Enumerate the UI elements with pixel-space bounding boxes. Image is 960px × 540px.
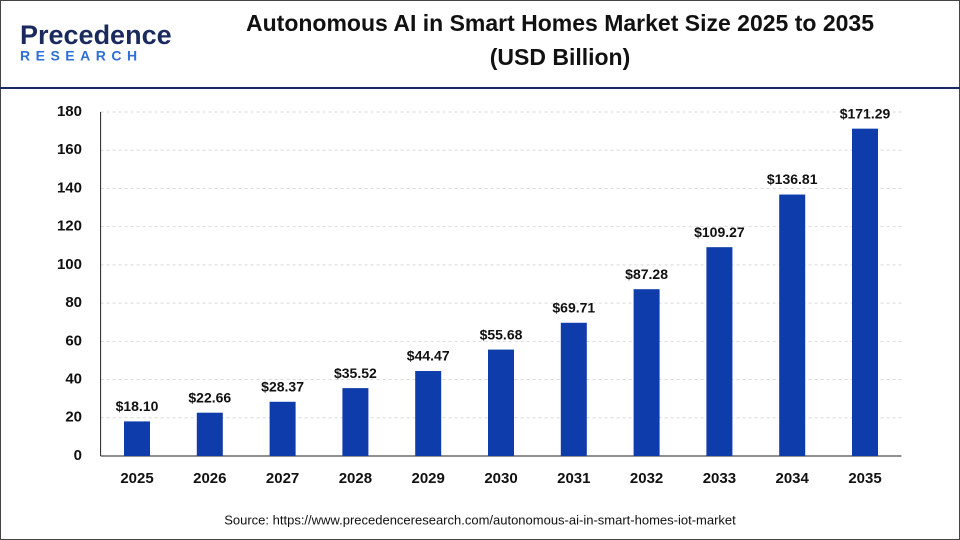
y-tick-label: 140 (57, 179, 82, 196)
bar (488, 349, 514, 456)
bar (633, 289, 660, 456)
y-tick-label: 20 (65, 409, 82, 426)
value-label: $69.71 (552, 299, 595, 315)
y-tick-label: 100 (57, 256, 82, 273)
x-tick-label: 2033 (703, 470, 736, 487)
x-tick-label: 2029 (412, 470, 445, 487)
x-tick-label: 2035 (848, 470, 881, 487)
y-tick-label: 40 (65, 371, 82, 388)
x-tick-label: 2028 (339, 470, 372, 487)
value-label: $171.29 (840, 105, 891, 121)
value-label: $87.28 (625, 266, 668, 282)
chart-title: Autonomous AI in Smart Homes Market Size… (246, 10, 874, 36)
value-label: $22.66 (188, 389, 231, 405)
value-label: $44.47 (407, 348, 450, 364)
bar (560, 322, 587, 456)
x-tick-label: 2025 (120, 470, 153, 487)
source-note: Source: https://www.precedenceresearch.c… (224, 512, 736, 527)
x-tick-label: 2027 (266, 470, 299, 487)
x-tick-label: 2026 (193, 470, 226, 487)
y-tick-label: 120 (57, 218, 82, 235)
value-label: $55.68 (480, 326, 523, 342)
value-label: $35.52 (334, 365, 377, 381)
bar (779, 194, 806, 456)
bar (706, 247, 733, 456)
value-label: $136.81 (767, 171, 818, 187)
value-label: $109.27 (694, 224, 745, 240)
chart-subtitle: (USD Billion) (490, 44, 631, 70)
x-tick-label: 2032 (630, 470, 663, 487)
value-label: $18.10 (116, 398, 159, 414)
x-tick-label: 2031 (557, 470, 590, 487)
bar (269, 401, 296, 456)
bar (342, 388, 369, 456)
x-tick-label: 2030 (484, 470, 517, 487)
y-tick-label: 60 (65, 332, 82, 349)
bar (415, 371, 442, 456)
y-tick-label: 180 (57, 103, 82, 120)
bar (852, 128, 878, 456)
value-label: $28.37 (261, 378, 304, 394)
y-tick-label: 0 (74, 447, 82, 464)
bar (196, 412, 223, 456)
y-tick-label: 160 (57, 141, 82, 158)
bar (124, 421, 150, 456)
x-tick-label: 2034 (776, 470, 810, 487)
y-tick-label: 80 (65, 294, 82, 311)
logo-name: Precedence (20, 20, 172, 50)
logo-tagline: RESEARCH (20, 48, 143, 64)
